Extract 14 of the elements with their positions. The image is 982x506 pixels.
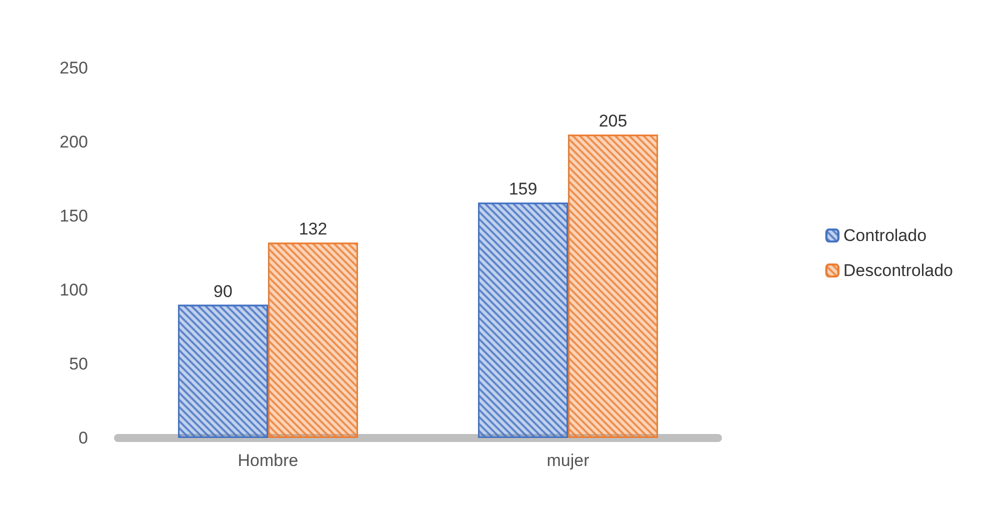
y-tick-label: 0: [78, 428, 88, 448]
data-label: 132: [298, 220, 328, 239]
y-tick-label: 250: [60, 58, 88, 78]
x-tick-label: mujer: [546, 451, 590, 470]
y-tick-label: 100: [60, 280, 88, 300]
data-label: 205: [598, 112, 628, 131]
legend-label: Controlado: [843, 226, 927, 245]
x-tick-label: Hombre: [238, 451, 298, 470]
data-label: 159: [508, 180, 538, 199]
y-tick-label: 200: [60, 132, 88, 152]
y-tick-label: 50: [69, 354, 88, 374]
legend-label: Descontrolado: [843, 261, 954, 280]
data-label: 90: [214, 282, 232, 301]
y-tick-label: 150: [60, 206, 88, 226]
